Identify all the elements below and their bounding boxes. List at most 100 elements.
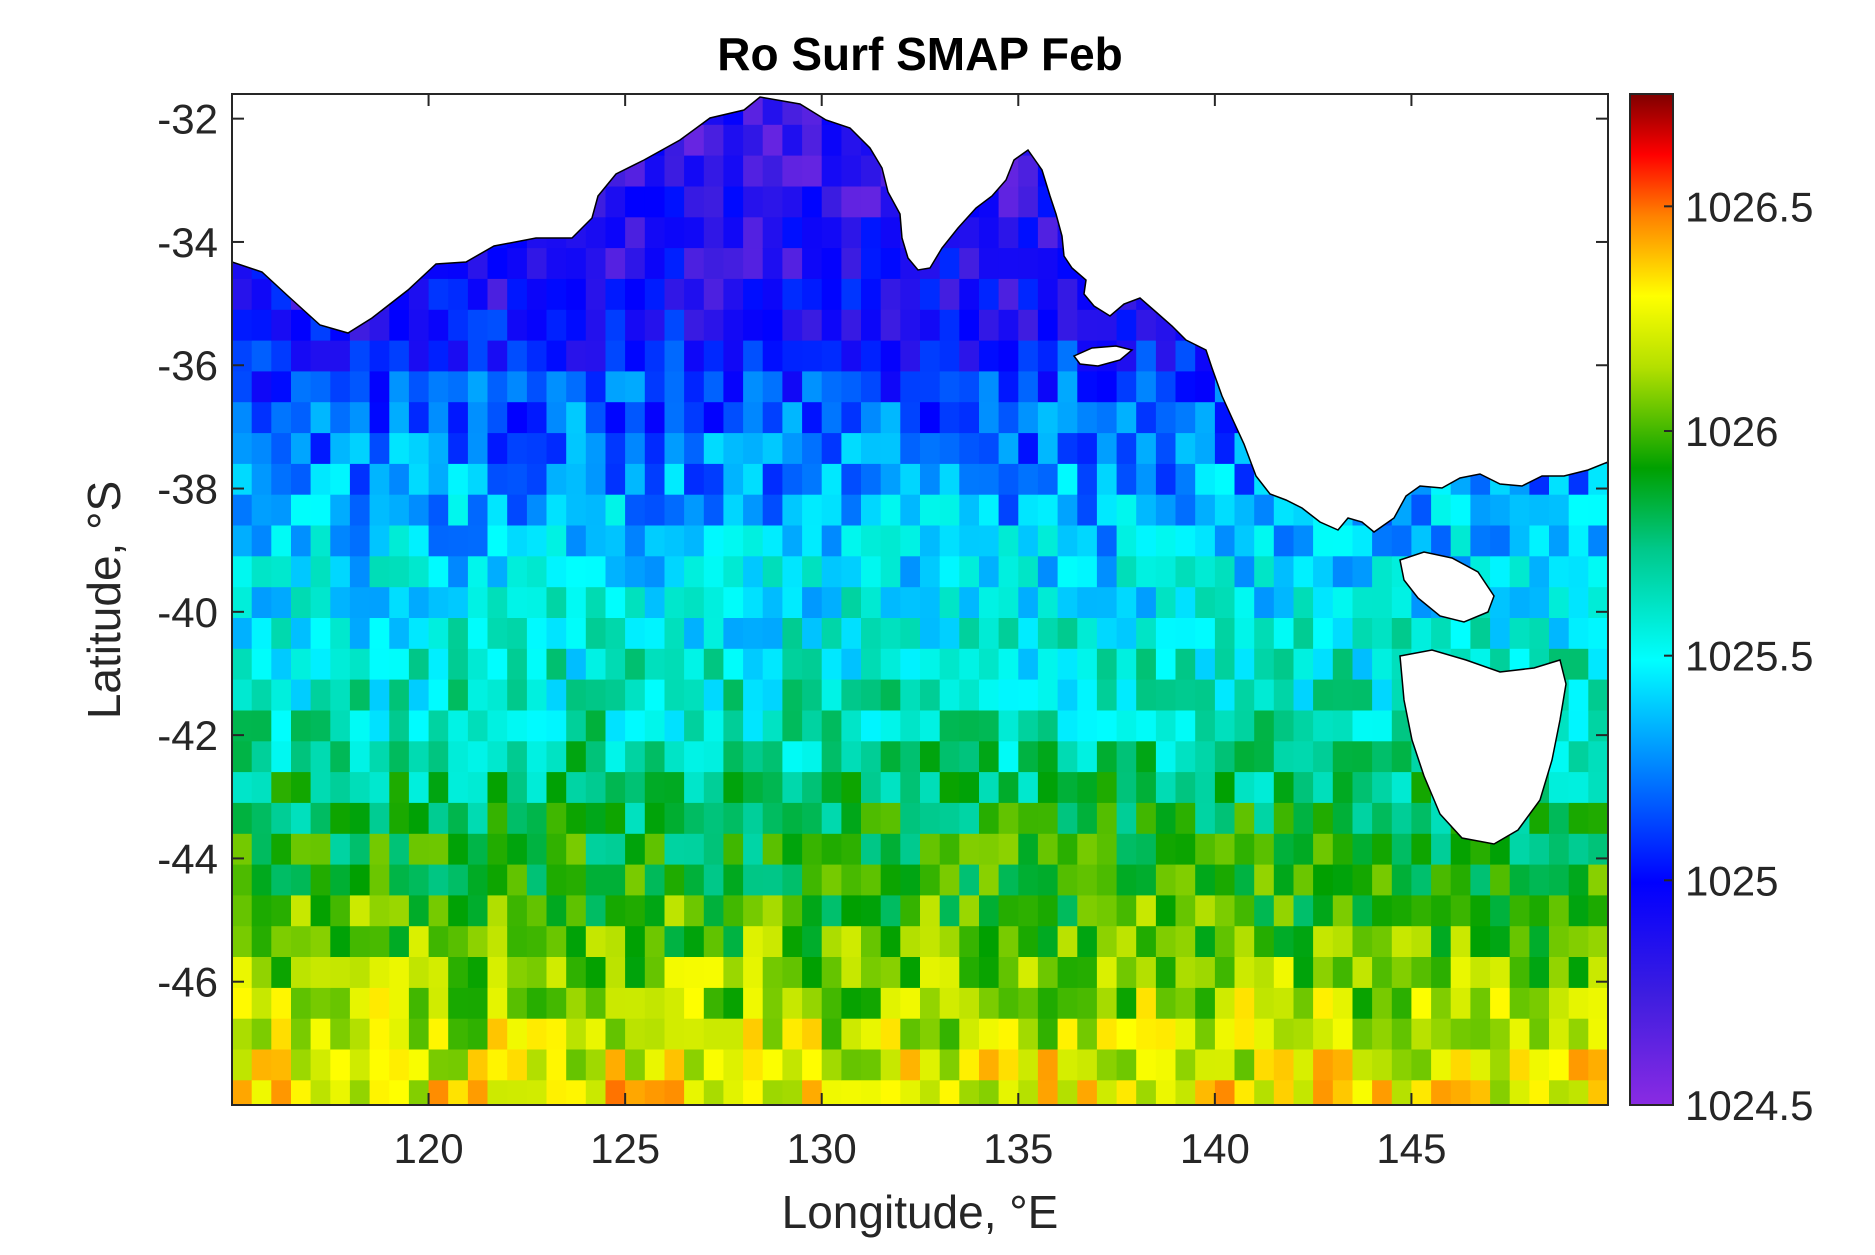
heatmap-cell <box>1037 1018 1059 1051</box>
heatmap-cell <box>1293 802 1314 835</box>
heatmap-cell <box>389 864 410 896</box>
heatmap-cell <box>861 402 882 434</box>
heatmap-cell <box>841 987 862 1020</box>
heatmap-cell <box>349 556 371 588</box>
heatmap-cell <box>566 402 587 434</box>
heatmap-cell <box>1214 833 1236 866</box>
heatmap-cell <box>1332 957 1354 989</box>
heatmap-cell <box>1293 1080 1314 1105</box>
heatmap-cell <box>408 1018 430 1051</box>
heatmap-cell <box>1254 1049 1275 1081</box>
heatmap-cell <box>664 648 685 681</box>
heatmap-cell <box>1450 1018 1471 1051</box>
heatmap-cell <box>310 433 331 465</box>
heatmap-cell <box>762 124 783 157</box>
heatmap-cell <box>821 957 842 989</box>
heatmap-cell <box>1509 1018 1530 1051</box>
heatmap-cell <box>900 340 921 372</box>
heatmap-cell <box>625 957 646 989</box>
heatmap-cell <box>900 802 921 835</box>
heatmap-cell <box>428 1049 449 1081</box>
heatmap-cell <box>1254 772 1275 804</box>
heatmap-cell <box>1057 1080 1078 1105</box>
heatmap-cell <box>920 772 941 804</box>
heatmap-cell <box>802 402 823 434</box>
heatmap-cell <box>1175 1080 1196 1105</box>
heatmap-cell <box>1214 679 1236 711</box>
heatmap-cell <box>330 895 351 927</box>
heatmap-cell <box>1470 494 1491 527</box>
heatmap-cell <box>526 679 548 711</box>
heatmap-cell <box>1588 1080 1608 1105</box>
heatmap-cell <box>408 926 430 958</box>
heatmap-cell <box>782 217 803 249</box>
heatmap-cell <box>1568 494 1589 527</box>
heatmap-cell <box>979 926 1000 958</box>
heatmap-cell <box>369 710 390 742</box>
heatmap-cell <box>1195 1080 1216 1105</box>
heatmap-cell <box>1372 957 1393 989</box>
heatmap-cell <box>841 217 862 249</box>
heatmap-cell <box>408 987 430 1020</box>
heatmap-cell <box>664 679 685 711</box>
heatmap-cell <box>782 1080 803 1105</box>
heatmap-cell <box>428 1080 449 1105</box>
heatmap-cell <box>251 802 272 835</box>
heatmap-cell <box>1214 618 1236 650</box>
heatmap-cell <box>467 957 489 989</box>
heatmap-cell <box>349 679 371 711</box>
heatmap-cell <box>998 433 1019 465</box>
heatmap-cell <box>448 556 469 588</box>
heatmap-cell <box>1254 833 1275 866</box>
heatmap-cell <box>546 556 567 588</box>
heatmap-cell <box>546 340 567 372</box>
heatmap-cell <box>526 433 548 465</box>
heatmap-cell <box>782 309 803 342</box>
heatmap-cell <box>802 987 823 1020</box>
heatmap-cell <box>782 987 803 1020</box>
heatmap-cell <box>998 463 1019 496</box>
heatmap-cell <box>1549 525 1570 557</box>
heatmap-cell <box>1037 926 1059 958</box>
heatmap-cell <box>939 1049 960 1081</box>
heatmap-cell <box>743 741 764 773</box>
heatmap-cell <box>349 710 371 742</box>
heatmap-cell <box>546 309 567 342</box>
heatmap-cell <box>1018 525 1039 557</box>
heatmap-cell <box>1293 926 1314 958</box>
heatmap-cell <box>979 679 1000 711</box>
heatmap-cell <box>349 957 371 989</box>
heatmap-cell <box>1352 587 1373 619</box>
heatmap-cell <box>802 1018 823 1051</box>
heatmap-cell <box>920 1080 941 1105</box>
heatmap-cell <box>723 864 744 896</box>
heatmap-cell <box>1391 926 1413 958</box>
heatmap-cell <box>605 402 626 434</box>
heatmap-cell <box>566 772 587 804</box>
heatmap-cell <box>1509 1080 1530 1105</box>
heatmap-cell <box>526 1018 548 1051</box>
heatmap-cell <box>1588 1018 1608 1051</box>
heatmap-cell <box>232 1049 253 1081</box>
heatmap-cell <box>1568 679 1589 711</box>
heatmap-cell <box>861 987 882 1020</box>
heatmap-cell <box>1077 463 1098 496</box>
heatmap-cell <box>979 648 1000 681</box>
heatmap-cell <box>1470 926 1491 958</box>
heatmap-cell <box>1293 679 1314 711</box>
heatmap-cell <box>802 833 823 866</box>
heatmap-cell <box>1568 648 1589 681</box>
heatmap-cell <box>1293 648 1314 681</box>
heatmap-cell <box>802 864 823 896</box>
heatmap-cell <box>762 802 783 835</box>
heatmap-cell <box>428 340 449 372</box>
heatmap-cell <box>880 864 901 896</box>
heatmap-cell <box>349 618 371 650</box>
heatmap-cell <box>1116 648 1137 681</box>
heatmap-cell <box>1155 802 1177 835</box>
heatmap-cell <box>1057 741 1078 773</box>
heatmap-cell <box>291 957 312 989</box>
heatmap-cell <box>566 587 587 619</box>
heatmap-cell <box>723 987 744 1020</box>
heatmap-cell <box>1136 833 1157 866</box>
